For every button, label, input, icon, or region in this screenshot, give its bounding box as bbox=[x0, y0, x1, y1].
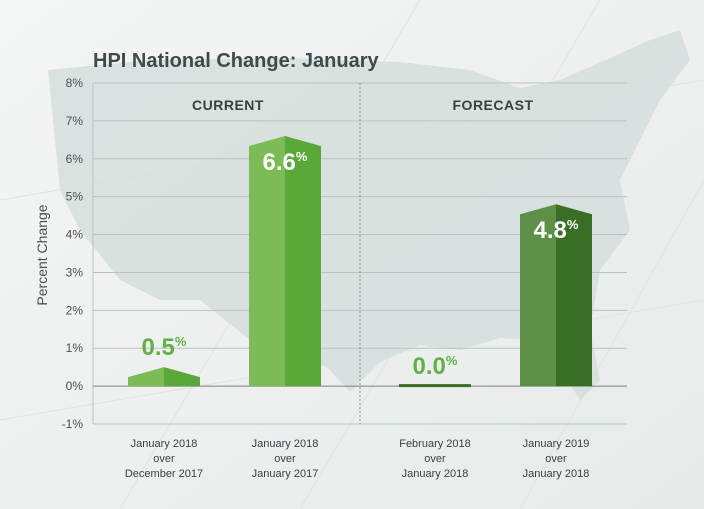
y-tick-label: 3% bbox=[66, 265, 84, 279]
bar-2 bbox=[399, 384, 471, 388]
bar-1 bbox=[249, 136, 321, 387]
x-category-label: January 2017 bbox=[252, 468, 319, 480]
y-tick-label: 5% bbox=[66, 190, 84, 204]
x-category-label: January 2018 bbox=[131, 438, 198, 450]
x-category-label: over bbox=[545, 453, 567, 465]
y-tick-label: 0% bbox=[66, 379, 84, 393]
x-axis-category-labels: January 2018 over December 2017 January 201… bbox=[125, 438, 589, 480]
bar-right-face bbox=[164, 367, 200, 387]
chart-title: HPI National Change: January bbox=[93, 50, 379, 72]
bars: 0.5% 6.6% 0.0% 4.8% bbox=[128, 136, 592, 388]
x-category-label: over bbox=[274, 453, 296, 465]
y-tick-label: 4% bbox=[66, 228, 84, 242]
section-label-current: CURRENT bbox=[192, 97, 264, 113]
bar-flat bbox=[399, 384, 471, 388]
y-tick-label: 6% bbox=[66, 152, 84, 166]
x-category-label: January 2018 bbox=[523, 468, 590, 480]
bar-left-face bbox=[249, 136, 285, 387]
y-axis-ticks: -1% 0% 1% 2% 3% 4% 5% 6% 7% 8% bbox=[62, 76, 84, 431]
y-tick-label: -1% bbox=[62, 417, 84, 431]
x-category-label: February 2018 bbox=[399, 438, 471, 450]
y-tick-label: 2% bbox=[66, 303, 84, 317]
data-label: 4.8% bbox=[534, 217, 579, 244]
bar-left-face bbox=[128, 367, 164, 387]
x-category-label: over bbox=[153, 453, 175, 465]
x-category-label: January 2019 bbox=[523, 438, 590, 450]
x-category-label: over bbox=[424, 453, 446, 465]
bar-right-face bbox=[556, 204, 592, 387]
data-label: 6.6% bbox=[263, 149, 308, 176]
data-label: 0.5% bbox=[142, 334, 187, 361]
y-tick-label: 7% bbox=[66, 114, 84, 128]
data-label: 0.0% bbox=[413, 353, 458, 380]
y-tick-label: 8% bbox=[66, 76, 84, 90]
bar-0 bbox=[128, 367, 200, 387]
x-category-label: January 2018 bbox=[252, 438, 319, 450]
x-category-label: December 2017 bbox=[125, 468, 203, 480]
bar-left-face bbox=[520, 204, 556, 387]
bar-3 bbox=[520, 204, 592, 387]
y-axis-label: Percent Change bbox=[34, 204, 50, 305]
y-tick-label: 1% bbox=[66, 341, 84, 355]
x-category-label: January 2018 bbox=[402, 468, 469, 480]
section-label-forecast: FORECAST bbox=[453, 97, 534, 113]
bar-right-face bbox=[285, 136, 321, 387]
